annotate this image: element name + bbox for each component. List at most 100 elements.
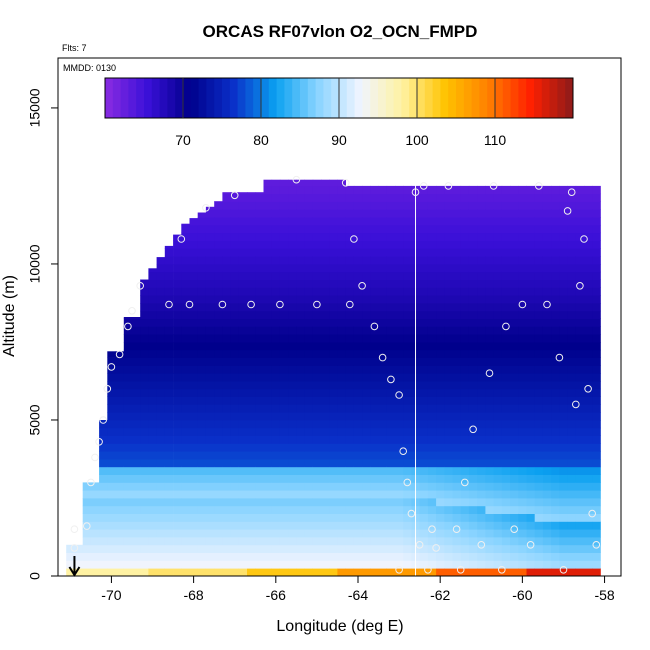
field-cell (542, 435, 552, 444)
field-cell (123, 544, 133, 553)
field-cell (534, 544, 544, 553)
colorbar-swatch (120, 78, 129, 118)
field-cell (312, 388, 322, 397)
field-cell (288, 310, 297, 319)
field-cell (510, 279, 519, 288)
field-cell (592, 560, 601, 569)
field-cell (501, 279, 511, 288)
field-cell (427, 552, 437, 561)
field-cell (140, 435, 149, 444)
field-cell (452, 459, 462, 468)
field-cell (140, 427, 149, 436)
field-cell (386, 264, 396, 273)
field-cell (173, 544, 182, 553)
field-cell (205, 271, 215, 280)
field-cell (197, 412, 207, 421)
field-cell (205, 256, 215, 265)
field-cell (247, 513, 256, 522)
field-cell (395, 466, 404, 475)
field-cell (230, 209, 240, 218)
field-cell (584, 365, 593, 374)
field-cell (173, 256, 182, 265)
field-cell (148, 365, 157, 374)
field-cell (238, 459, 248, 468)
field-cell (222, 490, 231, 499)
field-cell (321, 505, 330, 514)
field-cell (321, 381, 330, 390)
field-cell (485, 552, 494, 561)
field-cell (534, 209, 544, 218)
field-cell (362, 412, 371, 421)
field-cell (436, 287, 445, 296)
field-cell (288, 185, 297, 195)
field-cell (468, 459, 478, 468)
field-cell (493, 443, 503, 452)
field-cell (592, 271, 601, 280)
field-cell (304, 451, 314, 460)
field-cell (304, 310, 314, 319)
field-cell (247, 342, 256, 351)
field-cell (164, 420, 174, 429)
field-cell (189, 287, 199, 296)
field-cell (140, 310, 149, 319)
colorbar-swatch (276, 78, 285, 118)
field-cell (534, 287, 544, 296)
field-cell (460, 427, 470, 436)
field-cell (255, 342, 264, 351)
field-cell (329, 240, 338, 249)
field-cell (230, 474, 240, 483)
field-cell (427, 279, 437, 288)
field-cell (518, 544, 527, 553)
field-cell (123, 443, 133, 452)
field-cell (214, 303, 223, 312)
field-cell (386, 459, 396, 468)
field-cell (452, 287, 462, 296)
field-cell (493, 381, 503, 390)
field-cell (238, 357, 248, 366)
field-cell (304, 256, 314, 265)
field-cell (468, 552, 478, 561)
field-cell (255, 326, 264, 335)
field-cell (395, 388, 404, 397)
field-cell (189, 505, 199, 514)
field-cell (222, 537, 231, 546)
field-cell (107, 365, 116, 374)
field-cell (329, 466, 338, 475)
field-cell (337, 451, 346, 460)
field-cell (542, 365, 552, 374)
field-cell (353, 248, 363, 257)
field-cell (584, 248, 593, 257)
field-cell (247, 529, 256, 538)
field-cell (534, 427, 544, 436)
x-tick-label: -64 (348, 587, 368, 603)
field-cell (189, 373, 199, 382)
field-cell (164, 349, 174, 358)
field-cell (255, 232, 264, 241)
field-cell (477, 264, 486, 273)
field-cell (90, 490, 100, 499)
field-cell (584, 552, 593, 561)
field-cell (222, 412, 231, 421)
field-cell (444, 490, 453, 499)
field-cell (288, 396, 297, 405)
field-cell (279, 310, 289, 319)
field-cell (304, 552, 314, 561)
field-cell (362, 498, 371, 507)
field-cell (378, 388, 388, 397)
field-cell (395, 334, 404, 343)
field-cell (205, 310, 215, 319)
field-cell (452, 240, 462, 249)
observation-point (185, 300, 194, 309)
field-cell (370, 544, 379, 553)
field-cell (230, 427, 240, 436)
observation-point (485, 369, 494, 378)
field-cell (230, 192, 240, 195)
field-cell (296, 349, 305, 358)
field-cell (329, 201, 338, 210)
field-cell (164, 427, 174, 436)
field-cell (247, 381, 256, 390)
field-cell (386, 373, 396, 382)
field-cell (518, 427, 527, 436)
field-cell (468, 209, 478, 218)
field-cell (362, 201, 371, 210)
